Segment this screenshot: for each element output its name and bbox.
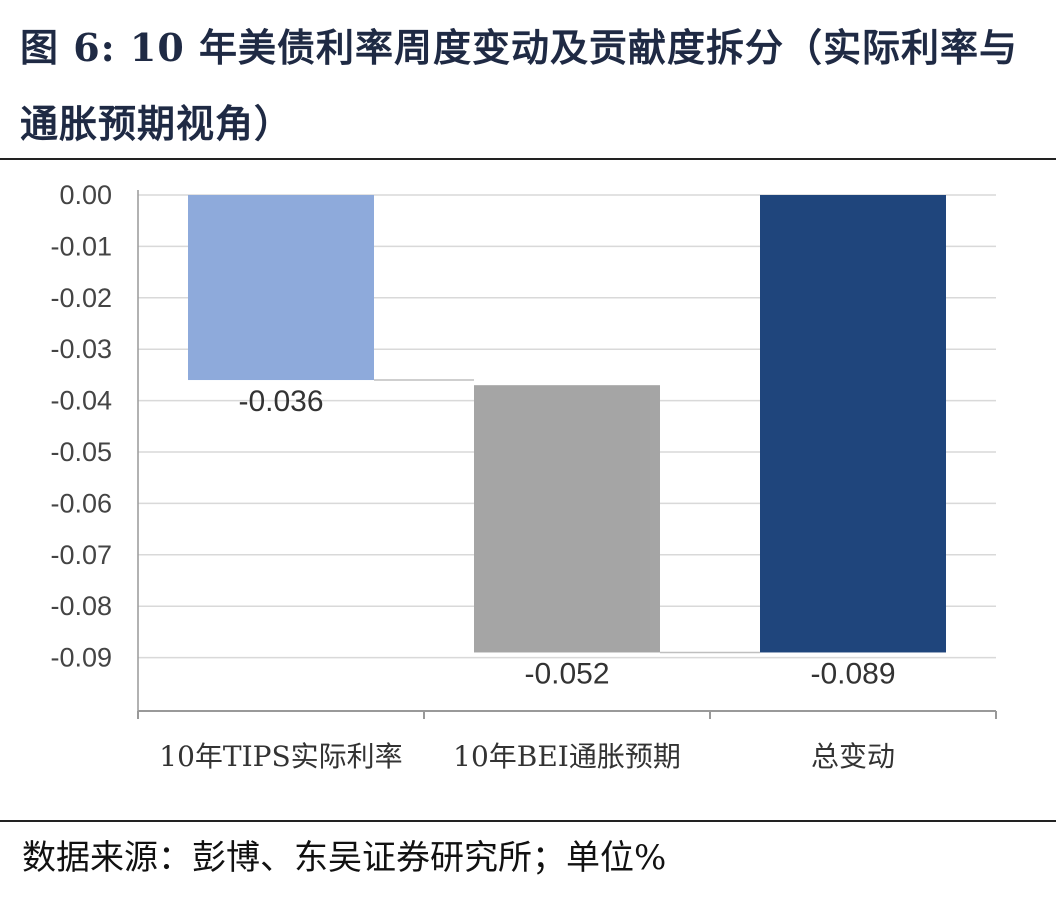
y-tick-label: -0.09 bbox=[50, 643, 112, 673]
y-tick-label: -0.02 bbox=[50, 283, 112, 313]
y-tick-label: -0.01 bbox=[50, 231, 112, 261]
bar-3 bbox=[760, 195, 946, 653]
data-label: -0.036 bbox=[238, 385, 323, 418]
y-tick-label: 0.00 bbox=[59, 180, 112, 210]
y-axis: 0.00 -0.01 -0.02 -0.03 -0.04 -0.05 -0.06 -0.07 -… bbox=[50, 180, 139, 711]
y-tick-label: -0.06 bbox=[50, 488, 112, 518]
x-category-label: 总变动 bbox=[811, 740, 895, 773]
y-tick-label: -0.03 bbox=[50, 334, 112, 364]
y-tick-label: -0.07 bbox=[50, 540, 112, 570]
y-tick-label: -0.04 bbox=[50, 386, 112, 416]
top-rule bbox=[0, 158, 1056, 160]
y-tick-label: -0.05 bbox=[50, 437, 112, 467]
bar-1 bbox=[188, 195, 374, 381]
x-category-label: 10年BEI通胀预期 bbox=[453, 740, 681, 773]
bars bbox=[188, 195, 946, 654]
chart-area: 0.00 -0.01 -0.02 -0.03 -0.04 -0.05 -0.06 -0.07 -… bbox=[50, 180, 997, 773]
x-category-label: 10年TIPS实际利率 bbox=[159, 740, 402, 773]
source-note: 数据来源：彭博、东吴证券研究所；单位% bbox=[22, 838, 667, 878]
y-tick-label: -0.08 bbox=[50, 591, 112, 621]
bottom-rule bbox=[0, 820, 1056, 822]
data-label: -0.089 bbox=[810, 657, 895, 690]
x-axis: 10年TIPS实际利率 10年BEI通胀预期 总变动 bbox=[137, 710, 997, 773]
data-labels: -0.036 -0.052 -0.089 bbox=[238, 385, 895, 690]
chart-title: 图 6: 10 年美债利率周度变动及贡献度拆分（实际利率与通胀预期视角） bbox=[20, 25, 1019, 146]
bar-2 bbox=[474, 385, 660, 653]
data-label: -0.052 bbox=[524, 657, 609, 690]
